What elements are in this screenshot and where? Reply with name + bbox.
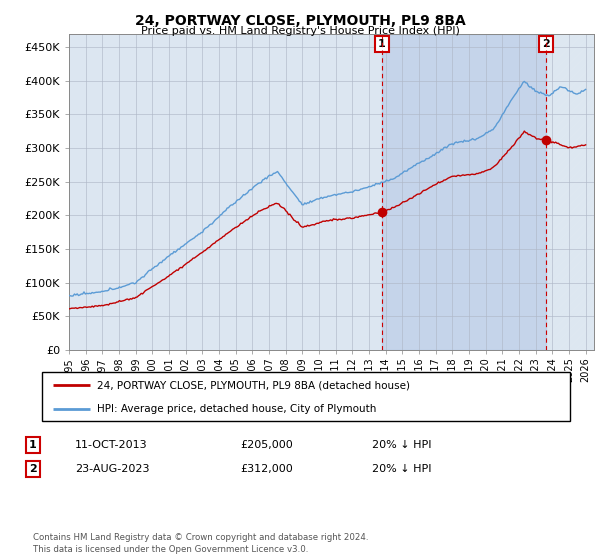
Text: 2: 2 xyxy=(542,39,550,49)
FancyBboxPatch shape xyxy=(42,372,570,421)
Text: 20% ↓ HPI: 20% ↓ HPI xyxy=(372,440,431,450)
Text: £205,000: £205,000 xyxy=(240,440,293,450)
Bar xyxy=(382,34,547,350)
Text: 24, PORTWAY CLOSE, PLYMOUTH, PL9 8BA (detached house): 24, PORTWAY CLOSE, PLYMOUTH, PL9 8BA (de… xyxy=(97,380,410,390)
Text: Contains HM Land Registry data © Crown copyright and database right 2024.
This d: Contains HM Land Registry data © Crown c… xyxy=(33,533,368,554)
Text: 24, PORTWAY CLOSE, PLYMOUTH, PL9 8BA: 24, PORTWAY CLOSE, PLYMOUTH, PL9 8BA xyxy=(134,14,466,28)
Text: £312,000: £312,000 xyxy=(240,464,293,474)
Text: 1: 1 xyxy=(378,39,386,49)
Text: Price paid vs. HM Land Registry's House Price Index (HPI): Price paid vs. HM Land Registry's House … xyxy=(140,26,460,36)
Text: 20% ↓ HPI: 20% ↓ HPI xyxy=(372,464,431,474)
Bar xyxy=(547,34,594,350)
Text: 23-AUG-2023: 23-AUG-2023 xyxy=(75,464,149,474)
Text: 1: 1 xyxy=(29,440,37,450)
Text: HPI: Average price, detached house, City of Plymouth: HPI: Average price, detached house, City… xyxy=(97,404,377,414)
Text: 11-OCT-2013: 11-OCT-2013 xyxy=(75,440,148,450)
Text: 2: 2 xyxy=(29,464,37,474)
